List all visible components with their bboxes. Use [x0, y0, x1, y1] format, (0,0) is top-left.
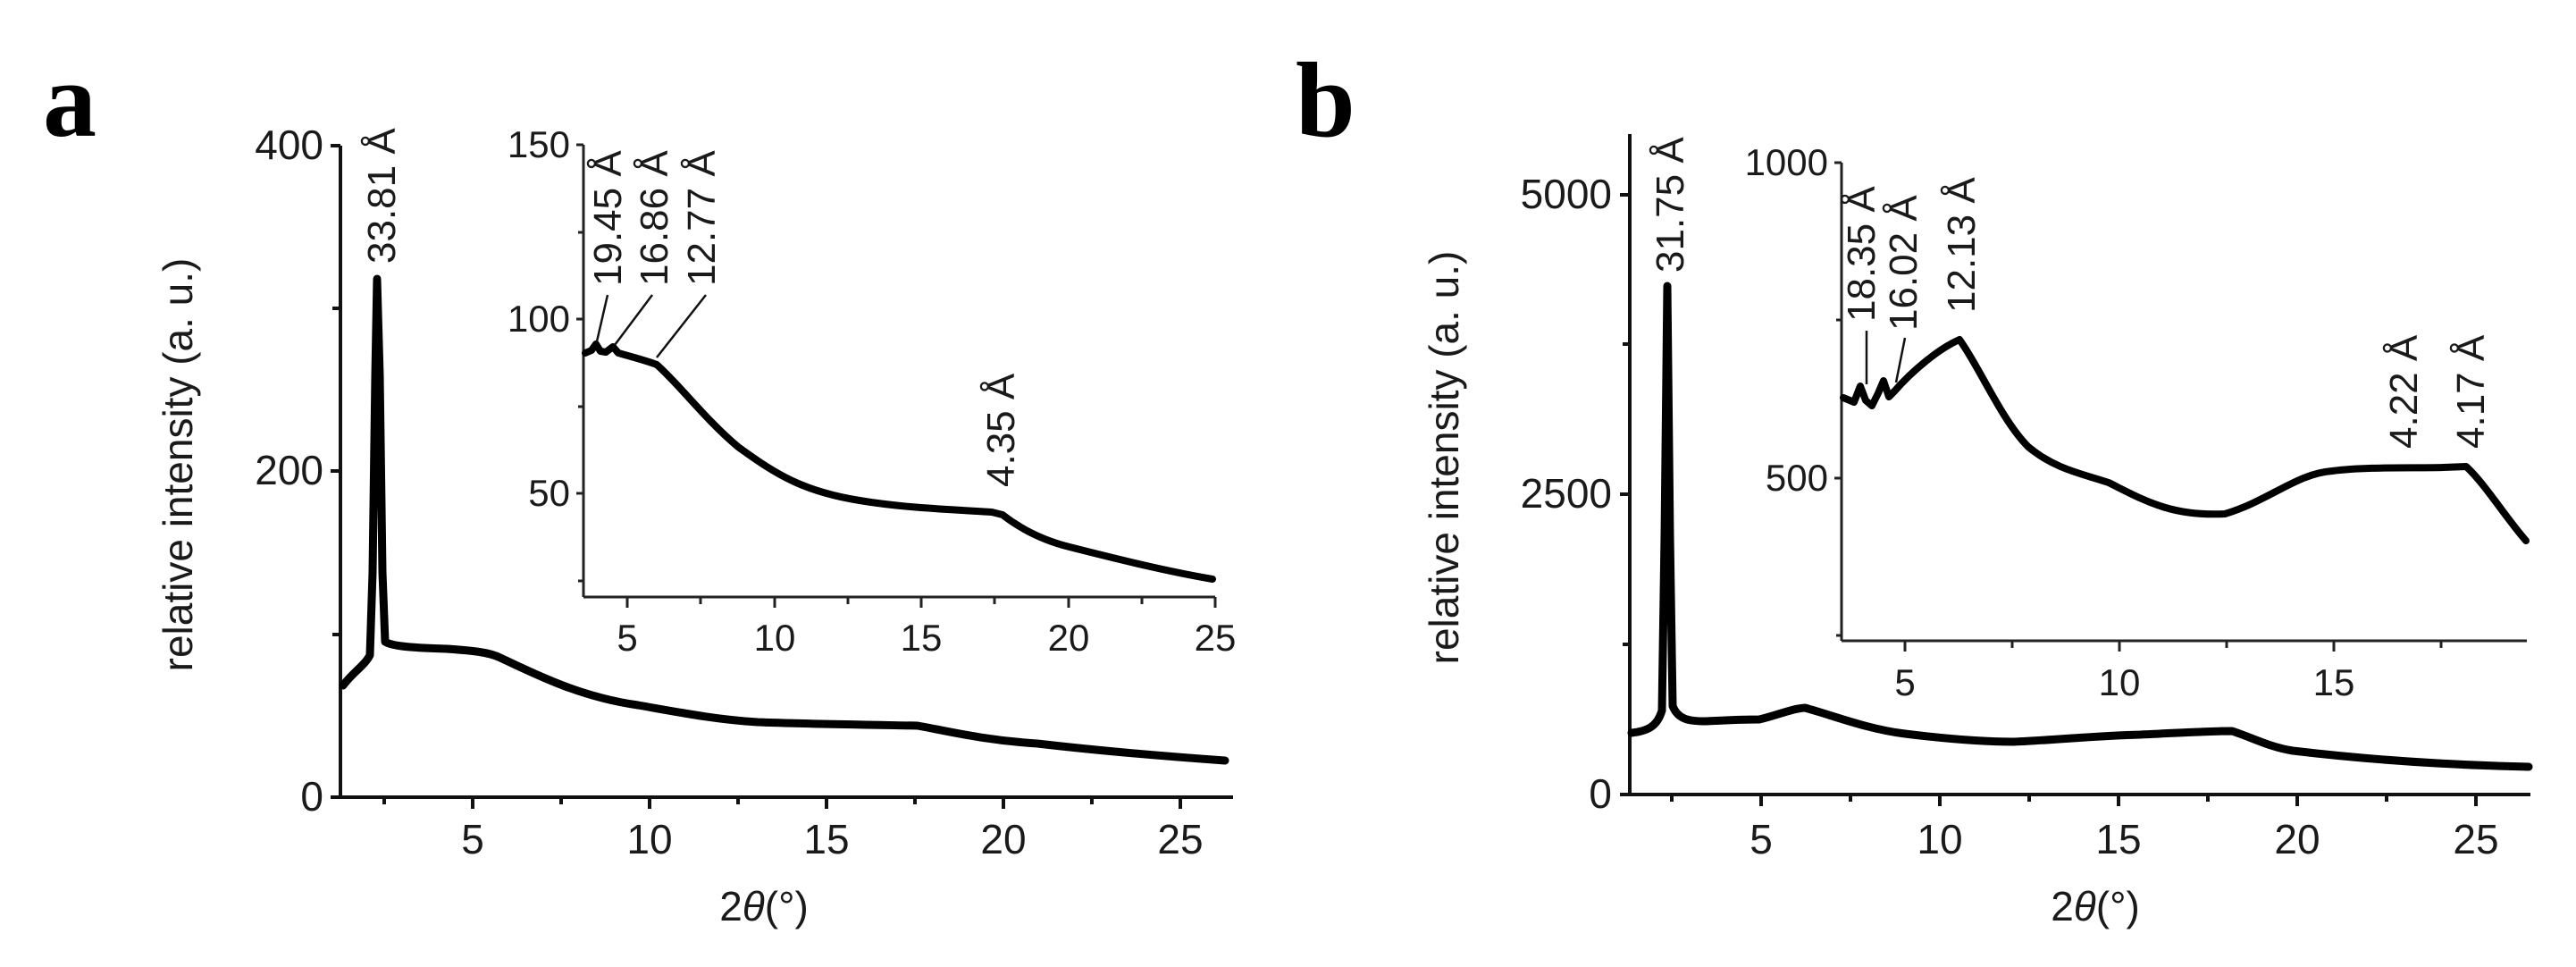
svg-text:10: 10 — [2099, 661, 2141, 703]
svg-text:25: 25 — [1195, 617, 1237, 659]
panel-b-x-ticks — [1670, 795, 2478, 806]
panel-b-inset-y-ticks — [1834, 161, 1842, 637]
svg-text:25: 25 — [1157, 816, 1203, 862]
svg-text:2500: 2500 — [1521, 470, 1612, 517]
inset-a-label-16-86: 16.86 Å — [633, 150, 676, 286]
inset-b-label-4-22: 4.22 Å — [2382, 334, 2426, 449]
panel-b-main-peak-label: 31.75 Å — [1649, 137, 1692, 273]
panel-a: a relative intensity (a. u.) 400 200 0 — [43, 40, 1236, 929]
panel-b-y-ticks — [1620, 193, 1630, 796]
leader-12-77 — [656, 294, 707, 358]
inset-a-label-19-45: 19.45 Å — [586, 150, 630, 286]
svg-text:15: 15 — [901, 617, 943, 659]
panel-b-x-tick-labels: 5 10 15 20 25 — [1749, 816, 2498, 862]
svg-text:15: 15 — [2313, 661, 2355, 703]
panel-b-inset-y-tick-labels: 1000 500 — [1745, 141, 1828, 499]
panel-a-inset-y-tick-labels: 150 100 50 — [508, 123, 570, 514]
panel-a-ylabel: relative intensity (a. u.) — [155, 258, 201, 672]
svg-text:10: 10 — [1917, 816, 1962, 862]
svg-text:150: 150 — [508, 123, 570, 165]
panel-a-inset-curve — [582, 341, 1216, 583]
inset-b-label-18-35: 18.35 Å — [1840, 186, 1884, 322]
svg-text:5: 5 — [461, 816, 484, 862]
svg-text:20: 20 — [2274, 816, 2320, 862]
panel-a-inset-x-ticks — [625, 597, 1217, 608]
leader-16-86 — [614, 294, 653, 346]
svg-text:15: 15 — [803, 816, 849, 862]
panel-a-inset: 150 100 50 5 10 15 20 25 — [508, 123, 1236, 659]
svg-text:20: 20 — [1048, 617, 1090, 659]
panel-a-inset-y-ticks — [576, 143, 583, 583]
panel-b-axes: 5000 2500 0 5 10 15 20 25 — [1521, 134, 2530, 929]
panel-b-main-curve — [1627, 282, 2533, 771]
svg-text:200: 200 — [255, 447, 323, 493]
svg-text:5000: 5000 — [1521, 171, 1612, 217]
panel-a-x-tick-labels: 5 10 15 20 25 — [461, 816, 1203, 862]
panel-a-main-peak-label: 33.81 Å — [360, 128, 404, 264]
svg-text:500: 500 — [1766, 457, 1828, 499]
svg-text:10: 10 — [754, 617, 796, 659]
panel-a-main-curve — [339, 274, 1229, 765]
panel-b-inset: 1000 500 5 10 15 18.35 Å 16.02 Å 12.13 Å — [1745, 141, 2530, 703]
panel-b: b relative intensity (a. u.) 5000 2500 0 — [1296, 40, 2533, 929]
svg-text:25: 25 — [2453, 816, 2498, 862]
panel-a-y-tick-labels: 400 200 0 — [255, 122, 323, 820]
svg-text:0: 0 — [1589, 770, 1612, 817]
inset-b-label-4-17: 4.17 Å — [2449, 334, 2493, 449]
panel-a-x-ticks — [382, 797, 1182, 809]
panel-a-axes: 400 200 0 5 10 15 20 25 — [255, 122, 1233, 929]
svg-text:20: 20 — [980, 816, 1026, 862]
svg-text:50: 50 — [528, 472, 570, 514]
svg-text:15: 15 — [2095, 816, 2141, 862]
svg-text:1000: 1000 — [1745, 141, 1828, 183]
svg-text:0: 0 — [300, 773, 323, 820]
svg-text:10: 10 — [626, 816, 672, 862]
svg-text:5: 5 — [617, 617, 637, 659]
svg-text:100: 100 — [508, 298, 570, 340]
panel-a-inset-x-tick-labels: 5 10 15 20 25 — [617, 617, 1236, 659]
svg-text:400: 400 — [255, 122, 323, 168]
panel-b-inset-x-ticks — [1903, 641, 2443, 652]
leader-19-45 — [595, 294, 609, 342]
panel-b-inset-x-tick-labels: 5 10 15 — [1894, 661, 2354, 703]
leader-16-02 — [1894, 337, 1907, 383]
panel-a-letter: a — [43, 40, 96, 159]
panel-b-inset-curve — [1840, 336, 2530, 544]
inset-b-label-12-13: 12.13 Å — [1940, 177, 1984, 313]
panel-a-xlabel: 2θ(°) — [719, 883, 809, 929]
svg-text:5: 5 — [1894, 661, 1915, 703]
inset-a-label-12-77: 12.77 Å — [680, 150, 724, 286]
panel-b-xlabel: 2θ(°) — [2051, 883, 2140, 929]
inset-b-label-16-02: 16.02 Å — [1882, 195, 1926, 331]
panel-b-ylabel: relative intensity (a. u.) — [1421, 251, 1467, 665]
panel-b-letter: b — [1296, 40, 1355, 159]
panel-a-y-ticks — [331, 144, 340, 799]
panel-b-y-tick-labels: 5000 2500 0 — [1521, 171, 1612, 817]
inset-a-label-4-35: 4.35 Å — [979, 373, 1023, 487]
svg-text:5: 5 — [1749, 816, 1773, 862]
